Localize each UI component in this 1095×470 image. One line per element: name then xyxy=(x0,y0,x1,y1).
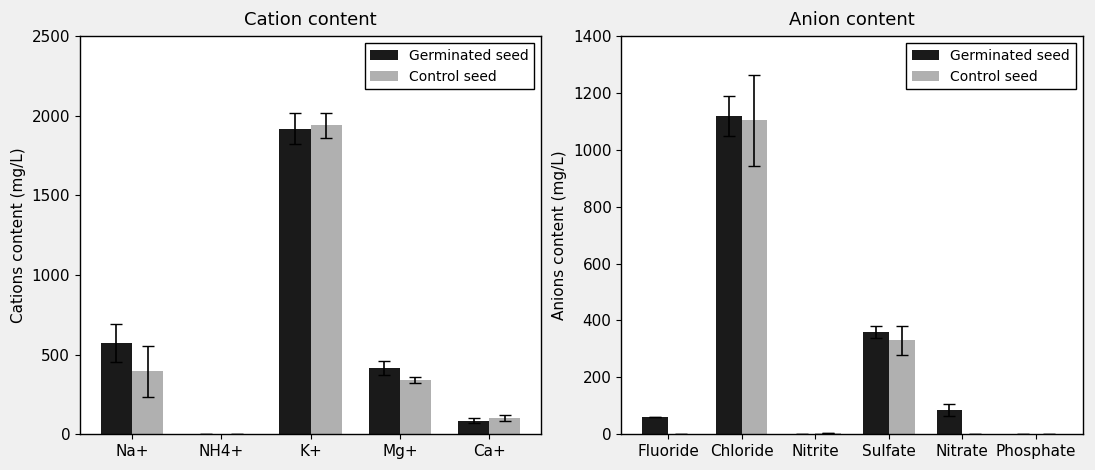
Bar xyxy=(863,332,889,434)
Bar xyxy=(642,417,668,434)
Bar xyxy=(489,418,520,434)
Bar xyxy=(458,421,489,434)
Title: Anion content: Anion content xyxy=(789,11,914,29)
Bar xyxy=(815,433,841,434)
Bar xyxy=(400,380,431,434)
Bar xyxy=(716,116,741,434)
Bar xyxy=(279,129,311,434)
Bar xyxy=(311,125,342,434)
Y-axis label: Cations content (mg/L): Cations content (mg/L) xyxy=(11,148,26,323)
Bar xyxy=(889,340,914,434)
Legend: Germinated seed, Control seed: Germinated seed, Control seed xyxy=(906,43,1075,89)
Bar xyxy=(132,371,163,434)
Y-axis label: Anions content (mg/L): Anions content (mg/L) xyxy=(553,150,567,320)
Bar xyxy=(936,410,963,434)
Bar xyxy=(369,368,400,434)
Bar xyxy=(101,343,132,434)
Title: Cation content: Cation content xyxy=(244,11,377,29)
Bar xyxy=(741,120,768,434)
Legend: Germinated seed, Control seed: Germinated seed, Control seed xyxy=(365,43,534,89)
